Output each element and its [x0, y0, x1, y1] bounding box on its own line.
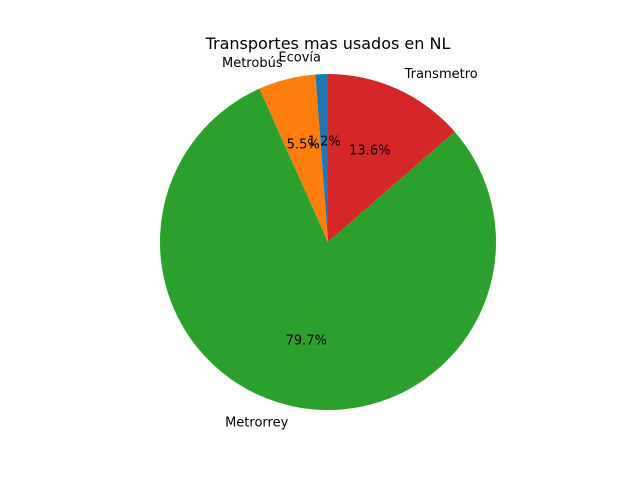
- slice-label-metrorrey: Metrorrey: [225, 416, 288, 431]
- slice-percent-metrorrey: 79.7%: [286, 333, 327, 348]
- chart-title: Transportes mas usados en NL: [205, 34, 451, 53]
- slice-percent-metrobus: 5.5%: [287, 137, 320, 152]
- slice-label-ecovia: Ecovía: [278, 50, 321, 65]
- pie-slice-metrobus: [259, 74, 328, 242]
- pie-slices: [160, 74, 497, 411]
- pie-slice-transmetro: [328, 74, 455, 242]
- pie-slice-metrorrey: [160, 88, 497, 411]
- slice-percent-ecovia: 1.2%: [308, 134, 341, 149]
- slice-label-transmetro: Transmetro: [404, 67, 478, 82]
- pie-labels: Ecovía 1.2% Metrobús 5.5% Metrorrey 79.7% Tran…: [222, 50, 478, 430]
- slice-percent-transmetro: 13.6%: [349, 143, 390, 158]
- slice-label-metrobus: Metrobús: [222, 56, 283, 71]
- pie-slice-ecovia: [315, 74, 328, 242]
